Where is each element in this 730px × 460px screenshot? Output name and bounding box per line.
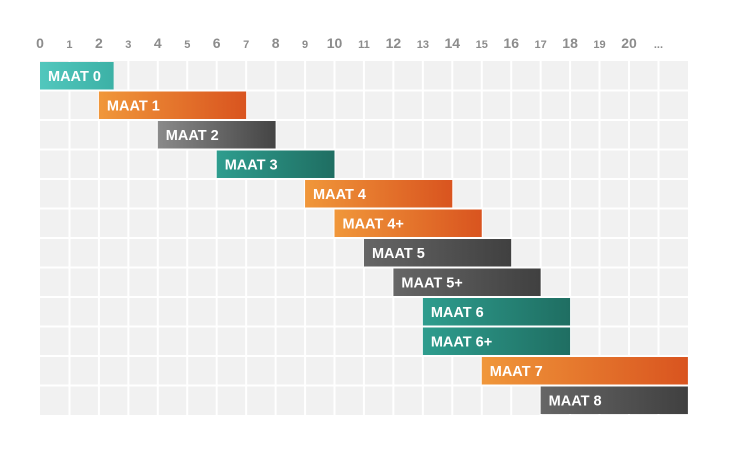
bar-label: MAAT 5	[372, 246, 425, 262]
bar-group: MAAT 5	[363, 239, 512, 267]
x-tick-label: 2	[95, 35, 103, 51]
bar-label: MAAT 6	[431, 305, 484, 321]
bar-group: MAAT 0	[40, 62, 114, 90]
bar-label: MAAT 4+	[343, 216, 404, 232]
bar-label: MAAT 0	[48, 69, 101, 85]
bar-label: MAAT 2	[166, 128, 219, 144]
bar-label: MAAT 7	[490, 364, 543, 380]
x-tick-label: 16	[503, 35, 519, 51]
bar-group: MAAT 4	[305, 180, 453, 208]
bar-group: MAAT 5+	[393, 268, 541, 296]
x-tick-label: 9	[302, 39, 308, 51]
bar	[481, 357, 688, 385]
bar	[363, 239, 512, 267]
x-tick-label: 18	[562, 35, 578, 51]
bar-label: MAAT 8	[549, 393, 602, 409]
bar-label: MAAT 5+	[401, 275, 462, 291]
bars: MAAT 0 MAAT 1 MAAT 2 MAAT 3 MAAT 4 MAAT 4+ MAA…	[40, 62, 688, 414]
x-tick-label: ...	[654, 39, 663, 51]
bar-label: MAAT 6+	[431, 334, 492, 350]
bar-group: MAAT 6+	[422, 327, 571, 355]
bar	[216, 150, 335, 178]
bar-label: MAAT 3	[225, 157, 278, 173]
bar-group: MAAT 1	[98, 91, 247, 119]
x-tick-label: 4	[154, 35, 162, 51]
bar	[98, 91, 247, 119]
bar-label: MAAT 1	[107, 98, 160, 114]
x-tick-label: 5	[184, 39, 190, 51]
x-tick-label: 11	[358, 39, 370, 51]
x-tick-label: 17	[535, 39, 547, 51]
x-tick-label: 14	[445, 35, 461, 51]
x-axis-ticks: 0 1 2 3 4 5 6 7 8 9 10 11 12 13 14 15 16 17 18 19 20...	[36, 35, 663, 51]
bar	[334, 209, 482, 237]
x-tick-label: 19	[593, 39, 605, 51]
x-tick-label: 7	[243, 39, 249, 51]
x-tick-label: 8	[272, 35, 280, 51]
bar	[422, 327, 571, 355]
grid-background	[40, 61, 688, 415]
bar	[540, 386, 688, 414]
x-tick-label: 20	[621, 35, 637, 51]
bar-group: MAAT 8	[540, 386, 688, 414]
x-tick-label: 10	[327, 35, 343, 51]
bar-group: MAAT 2	[157, 121, 276, 149]
x-tick-label: 3	[125, 39, 131, 51]
x-tick-label: 13	[417, 39, 429, 51]
bar-group: MAAT 6	[422, 298, 571, 326]
bar-label: MAAT 4	[313, 187, 366, 203]
bar	[422, 298, 571, 326]
x-tick-label: 15	[476, 39, 488, 51]
x-tick-label: 1	[66, 39, 72, 51]
x-tick-label: 0	[36, 35, 44, 51]
bar	[157, 121, 276, 149]
bar-group: MAAT 7	[481, 357, 688, 385]
x-tick-label: 6	[213, 35, 221, 51]
bar	[40, 62, 114, 90]
bar	[305, 180, 453, 208]
bar	[393, 268, 541, 296]
x-tick-label: 12	[386, 35, 402, 51]
bar-group: MAAT 3	[216, 150, 335, 178]
bar-group: MAAT 4+	[334, 209, 482, 237]
